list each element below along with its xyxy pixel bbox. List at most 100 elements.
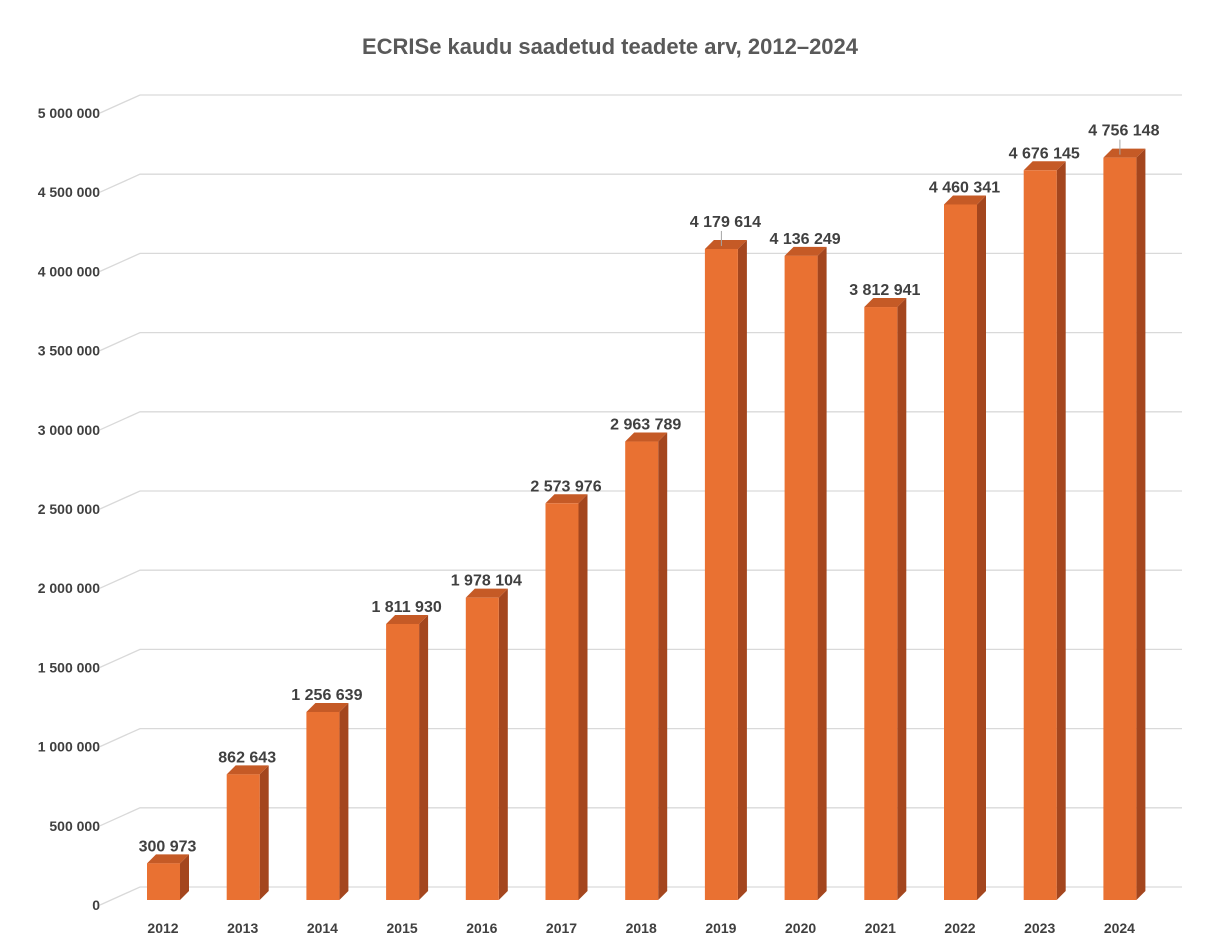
data-label: 4 136 249 (770, 231, 841, 248)
bar-side (419, 614, 429, 900)
gridline (99, 727, 1182, 748)
y-tick-label: 4 000 000 (38, 263, 100, 279)
data-label: 300 973 (139, 838, 197, 855)
bars (147, 148, 1146, 900)
bar (1023, 161, 1066, 900)
data-labels: 300 973 862 643 1 256 639 1 811 930 1 978 10… (139, 123, 1160, 856)
bar-top (864, 298, 907, 308)
bar-front (1103, 157, 1137, 900)
x-axis: 2012 2013 2014 2015 2016 2017 2018 2019 2020 2021… (147, 920, 1135, 936)
data-label: 4 179 614 (690, 214, 761, 231)
y-tick-label: 1 000 000 (38, 739, 100, 755)
bar-front (545, 503, 579, 900)
bar-side (737, 239, 747, 900)
bar-top (306, 702, 349, 712)
bar-side (1056, 161, 1066, 900)
y-axis: 0 500 000 1 000 000 1 500 000 2 000 000 2 500… (38, 105, 101, 913)
bar-side (259, 765, 269, 900)
data-label: 4 756 148 (1088, 123, 1159, 140)
gridline (99, 94, 1182, 114)
bar-side (339, 702, 349, 900)
bar (306, 702, 349, 900)
data-label: 2 963 789 (610, 417, 681, 434)
bar-top (147, 854, 189, 864)
data-label: 1 978 104 (451, 573, 522, 590)
bar-side (977, 195, 986, 900)
bar-front (704, 248, 738, 900)
y-tick-label: 0 (92, 897, 100, 913)
bar-front (306, 711, 340, 900)
bar-front (784, 255, 818, 900)
data-label: 1 811 930 (371, 599, 441, 616)
y-tick-label: 500 000 (49, 818, 100, 834)
y-tick-label: 2 000 000 (38, 580, 100, 596)
gridline (99, 173, 1182, 193)
bar (1103, 148, 1146, 900)
bar-side (180, 854, 189, 900)
grid-layer (99, 94, 1182, 906)
x-tick-label: 2013 (227, 920, 258, 936)
chart-title: ECRISe kaudu saadetud teadete arv, 2012–… (362, 34, 859, 59)
bar-front (944, 204, 977, 900)
bar-side (897, 298, 907, 900)
bar-front (386, 623, 420, 900)
bar-top (784, 246, 827, 256)
data-label: 2 573 976 (530, 478, 601, 495)
bar-front (226, 774, 260, 900)
bar-front (625, 441, 659, 900)
x-tick-label: 2012 (147, 920, 178, 936)
x-tick-label: 2018 (626, 920, 657, 936)
x-tick-label: 2020 (785, 920, 816, 936)
data-label: 4 460 341 (929, 179, 1000, 196)
bar-top (1023, 161, 1066, 171)
x-tick-label: 2024 (1104, 920, 1135, 936)
x-tick-label: 2023 (1024, 920, 1055, 936)
bar-top (944, 195, 986, 205)
gridline (99, 331, 1182, 352)
bar (147, 854, 189, 900)
bar-top (226, 765, 269, 775)
bar (386, 614, 429, 900)
x-tick-label: 2015 (387, 920, 418, 936)
x-tick-label: 2021 (865, 920, 896, 936)
y-tick-label: 2 500 000 (38, 501, 100, 517)
bar-top (1103, 148, 1146, 158)
bar-top (545, 494, 588, 504)
bar-front (147, 863, 180, 900)
data-label: 862 643 (218, 749, 276, 766)
bar-side (578, 494, 588, 900)
data-label: 1 256 639 (291, 687, 362, 704)
bar-side (658, 432, 668, 900)
bar (864, 298, 907, 900)
bar (944, 195, 986, 900)
x-tick-label: 2016 (466, 920, 497, 936)
data-label: 4 676 145 (1009, 145, 1080, 162)
bar (625, 432, 668, 900)
bar-front (864, 307, 898, 900)
bar (704, 239, 747, 900)
bar-side (498, 588, 508, 900)
gridline (99, 807, 1182, 827)
y-tick-label: 4 500 000 (38, 184, 100, 200)
gridline (99, 490, 1182, 510)
bar-top (386, 614, 429, 624)
x-tick-label: 2017 (546, 920, 577, 936)
gridline (99, 252, 1182, 272)
bar-side (1136, 148, 1146, 900)
bar-front (465, 597, 499, 900)
y-tick-label: 5 000 000 (38, 105, 100, 121)
gridline (99, 569, 1182, 589)
gridline (99, 411, 1182, 431)
bar-top (704, 239, 747, 249)
gridline (99, 648, 1182, 668)
bar (226, 765, 269, 900)
bar (465, 588, 508, 900)
bar-side (817, 246, 827, 900)
x-tick-label: 2022 (944, 920, 975, 936)
gridline (99, 886, 1182, 906)
data-label: 3 812 941 (849, 282, 920, 299)
bar-front (1023, 170, 1057, 900)
y-tick-label: 1 500 000 (38, 659, 100, 675)
